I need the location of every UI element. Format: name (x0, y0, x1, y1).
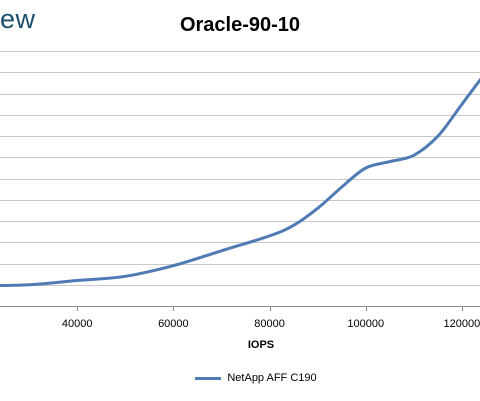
series-group (0, 77, 480, 288)
x-axis-title: IOPS (248, 339, 274, 351)
series-line-0 (0, 77, 480, 288)
chart-title: Oracle-90-10 (179, 14, 301, 36)
x-tick-labels: 20000400006000080000100000120000 (62, 306, 480, 330)
gridlines (0, 51, 480, 286)
legend: NetApp AFF C190 (0, 372, 480, 384)
legend-label: NetApp AFF C190 (227, 372, 317, 384)
x-tick-label-2: 60000 (158, 318, 189, 330)
logo-text-fragment: ew (0, 4, 36, 34)
legend-swatch (195, 376, 222, 380)
x-tick-label-4: 100000 (347, 318, 384, 330)
x-tick-label-1: 40000 (62, 318, 93, 330)
x-tick-label-3: 80000 (254, 318, 285, 330)
x-tick-label-5: 120000 (444, 318, 480, 330)
